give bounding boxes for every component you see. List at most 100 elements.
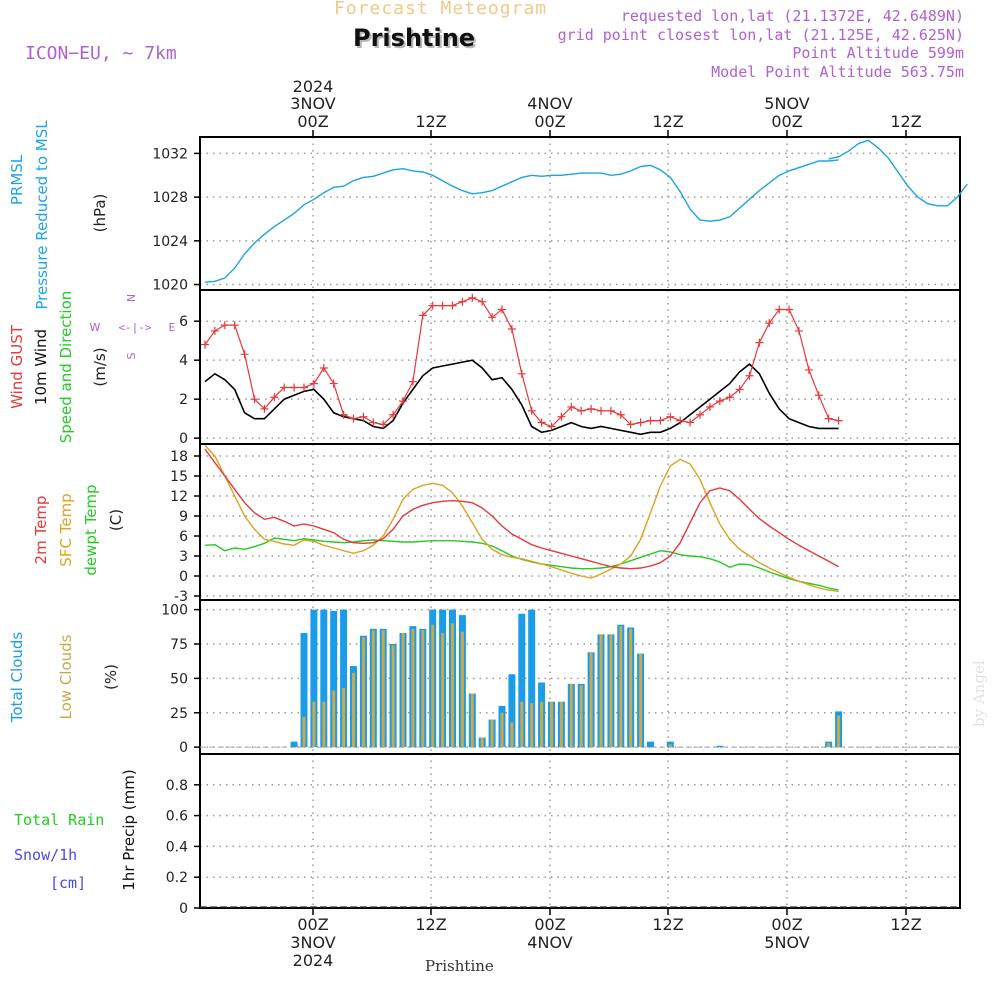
wind-gust-marker <box>735 385 744 394</box>
bottom-date-label: 4NOV <box>527 933 572 952</box>
wind-gust-marker <box>458 297 467 306</box>
y-tick-label: 15 <box>170 469 188 485</box>
wind-gust-marker <box>408 377 417 386</box>
low-cloud-bar <box>589 652 593 748</box>
top-hour-label: 12Z <box>415 112 446 131</box>
top-hour-label: 00Z <box>534 112 565 131</box>
wind-gust-marker <box>834 416 843 425</box>
wind-gust-marker <box>478 297 487 306</box>
footer-station: Prishtine <box>425 957 494 975</box>
sfc-temp-label: SFC Temp <box>57 493 75 566</box>
top-year-label: 2024 <box>293 77 334 96</box>
low-cloud-bar <box>569 683 573 748</box>
wind-gust-marker <box>230 321 239 330</box>
wind-gust-marker <box>260 404 269 413</box>
top-hour-label: 12Z <box>652 112 683 131</box>
y-tick-label: -3 <box>174 589 188 605</box>
y-tick-label: 6 <box>179 314 188 330</box>
y-tick-label: 12 <box>170 489 188 505</box>
temp-2m-line <box>204 448 839 570</box>
wind-gust-marker <box>666 412 675 421</box>
wind-gust-marker <box>517 369 526 378</box>
bottom-hour-label: 12Z <box>890 915 921 934</box>
low-cloud-bar <box>629 628 633 748</box>
low-clouds-label: Low Clouds <box>57 634 75 719</box>
temp-2m-label: 2m Temp <box>32 496 50 565</box>
y-tick-label: 9 <box>179 509 188 525</box>
low-cloud-bar <box>391 645 395 748</box>
pressure-line <box>204 159 839 283</box>
y-tick-label: 0 <box>179 431 188 447</box>
low-cloud-bar <box>599 634 603 748</box>
top-date-label: 3NOV <box>290 94 335 113</box>
y-tick-label: 2 <box>179 392 188 408</box>
panel-frame-precip <box>199 753 961 909</box>
low-cloud-bar <box>401 633 405 748</box>
compass-s: S <box>125 352 138 359</box>
clouds-unit: (%) <box>102 664 120 690</box>
dewpt-label: dewpt Temp <box>82 484 100 575</box>
wind-gust-marker <box>280 383 289 392</box>
wind-gust-marker <box>270 393 279 402</box>
low-cloud-bar <box>559 701 563 748</box>
wind-gust-marker <box>201 340 209 349</box>
wind-gust-marker <box>498 305 506 314</box>
wind-unit: (m/s) <box>91 347 109 386</box>
wind-gust-marker <box>606 406 615 415</box>
total-cloud-bar <box>320 609 328 748</box>
wind-label: 10m Wind <box>32 329 50 405</box>
model-label: ICON−EU, ~ 7km <box>25 43 177 64</box>
compass-n: N <box>125 294 138 302</box>
low-cloud-bar <box>371 630 375 748</box>
bottom-hour-label: 12Z <box>415 915 446 934</box>
low-cloud-bar <box>837 715 841 748</box>
forecast-title: Forecast Meteogram <box>334 0 548 19</box>
low-cloud-bar <box>609 634 613 748</box>
temp-unit: (C) <box>107 509 125 531</box>
wind-gust-marker <box>349 414 358 423</box>
panel-frame-pressure <box>199 136 961 291</box>
total-cloud-bar <box>330 611 338 748</box>
sfc-temp-line <box>204 444 839 592</box>
wind-gust-marker <box>814 391 823 400</box>
total-cloud-bar <box>290 741 298 748</box>
wind-gust-marker <box>646 416 655 425</box>
wind-gust-marker <box>438 301 447 310</box>
low-cloud-bar <box>619 626 623 748</box>
wind-gust-marker <box>577 406 586 415</box>
low-cloud-bar <box>460 631 464 748</box>
low-cloud-bar <box>550 701 553 748</box>
bottom-hour-label: 12Z <box>652 915 683 934</box>
wind-gust-marker <box>359 412 368 421</box>
wind-gust-marker <box>557 412 566 421</box>
low-cloud-bar <box>441 633 445 748</box>
y-tick-label: 1028 <box>152 190 188 206</box>
low-cloud-bar <box>451 623 454 748</box>
gust-label: Wind GUST <box>8 324 26 409</box>
low-cloud-bar <box>352 672 355 748</box>
y-tick-label: 0.2 <box>166 870 188 886</box>
wind-gust-marker <box>527 406 536 415</box>
low-cloud-bar <box>421 630 425 748</box>
compass-arrow: <-|-> <box>118 321 151 334</box>
low-cloud-bar <box>431 624 435 748</box>
wind-gust-marker <box>379 420 388 429</box>
y-tick-label: 1032 <box>152 146 188 162</box>
low-cloud-bar <box>411 628 415 748</box>
wind-gust-marker <box>309 379 318 388</box>
pressure-label-long: Pressure Reduced to MSL <box>33 120 51 310</box>
total-cloud-bar <box>518 613 526 748</box>
low-cloud-bar <box>361 637 365 748</box>
wind-gust-marker <box>795 326 803 335</box>
wind-gust-marker <box>686 418 695 427</box>
y-tick-label: 25 <box>170 706 188 722</box>
total-cloud-bar <box>310 609 318 748</box>
top-date-label: 5NOV <box>764 94 809 113</box>
bottom-hour-label: 00Z <box>771 915 802 934</box>
low-cloud-bar <box>510 722 514 748</box>
rain-legend: Total Rain <box>14 811 104 829</box>
wind-gust-marker <box>418 311 427 320</box>
pressure-line <box>828 139 968 207</box>
wind-gust-marker <box>705 402 714 411</box>
